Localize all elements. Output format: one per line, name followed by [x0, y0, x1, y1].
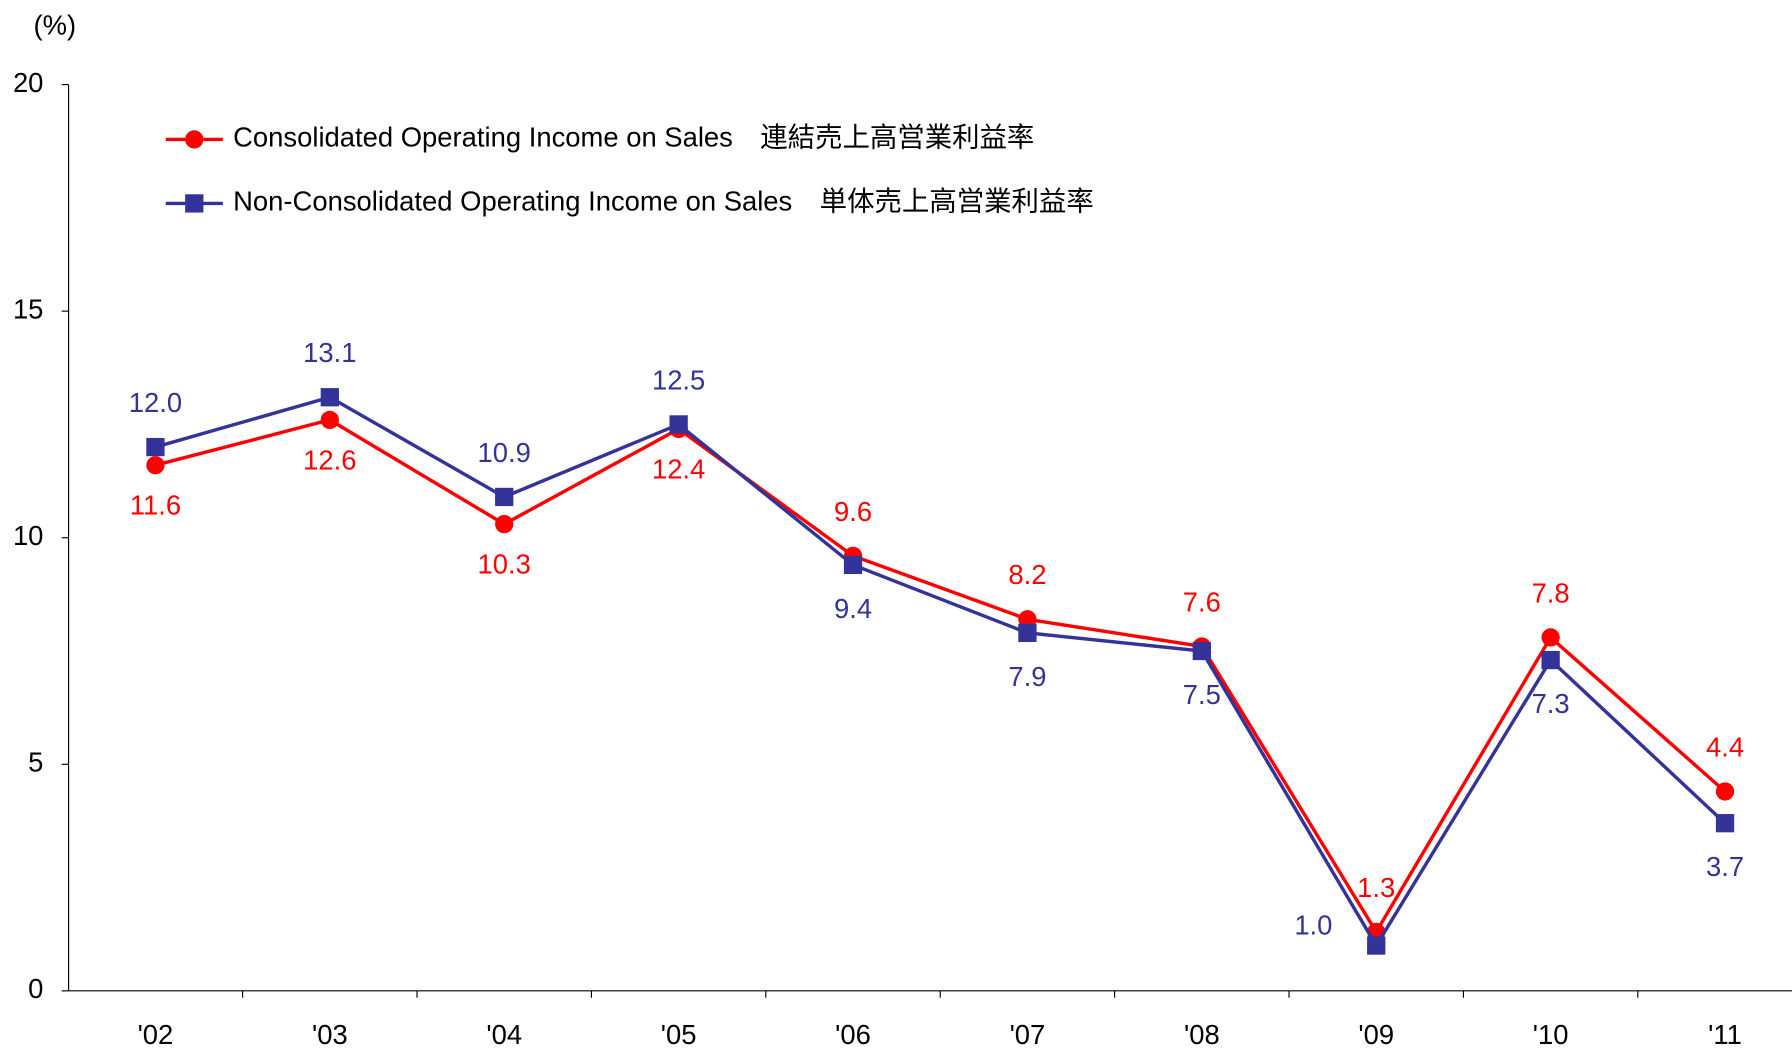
y-tick-label: 20	[13, 67, 43, 98]
data-label: 1.3	[1357, 872, 1395, 903]
marker	[495, 514, 514, 534]
legend-label: Consolidated Operating Income on Sales 連…	[233, 122, 1034, 153]
data-label: 12.6	[303, 444, 356, 475]
marker	[146, 437, 165, 457]
data-label: 9.6	[834, 496, 872, 527]
marker	[320, 388, 339, 407]
y-tick-label: 0	[28, 973, 43, 1004]
marker	[1018, 623, 1037, 643]
data-label: 12.0	[129, 387, 182, 418]
y-tick-label: 15	[13, 293, 43, 324]
x-tick-label: '06	[835, 1019, 871, 1048]
marker	[185, 130, 204, 149]
marker	[185, 194, 204, 213]
data-label: 7.6	[1183, 586, 1221, 617]
x-tick-label: '07	[1010, 1019, 1046, 1048]
data-label: 9.4	[834, 593, 872, 624]
x-tick-label: '03	[312, 1019, 348, 1048]
series-line	[154, 395, 1727, 949]
data-label: 10.3	[478, 549, 531, 580]
marker	[1715, 782, 1735, 801]
x-tick-label: '02	[138, 1019, 174, 1048]
data-label: 8.2	[1008, 559, 1046, 590]
marker	[1541, 628, 1560, 647]
marker	[1367, 936, 1386, 955]
marker	[669, 415, 688, 434]
data-label: 7.3	[1532, 688, 1570, 719]
data-label: 13.1	[303, 337, 356, 368]
y-axis-label: (%)	[34, 10, 77, 41]
data-label: 7.5	[1183, 679, 1221, 710]
marker	[320, 410, 339, 430]
data-label: 3.7	[1706, 851, 1744, 882]
x-tick-label: '04	[486, 1019, 522, 1048]
marker	[843, 555, 863, 575]
data-label: 4.4	[1706, 731, 1744, 762]
data-label: 7.9	[1008, 661, 1046, 692]
marker	[1192, 641, 1211, 661]
marker	[146, 456, 165, 475]
marker	[1541, 650, 1560, 670]
y-tick-label: 10	[13, 520, 43, 551]
data-label: 12.4	[652, 453, 705, 484]
legend-label: Non-Consolidated Operating Income on Sal…	[233, 186, 1094, 217]
marker	[495, 487, 514, 507]
x-tick-label: '09	[1358, 1019, 1394, 1048]
x-tick-label: '08	[1184, 1019, 1220, 1048]
x-tick-label: '10	[1533, 1019, 1569, 1048]
x-tick-label: '11	[1708, 1019, 1742, 1048]
x-tick-label: '05	[661, 1019, 697, 1048]
data-label: 11.6	[130, 490, 181, 521]
marker	[1715, 814, 1735, 833]
data-label: 1.0	[1294, 910, 1332, 941]
y-tick-label: 5	[28, 747, 43, 778]
data-label: 12.5	[652, 364, 705, 395]
series-line	[154, 418, 1727, 936]
data-label: 10.9	[478, 437, 531, 468]
data-label: 7.8	[1532, 577, 1570, 608]
